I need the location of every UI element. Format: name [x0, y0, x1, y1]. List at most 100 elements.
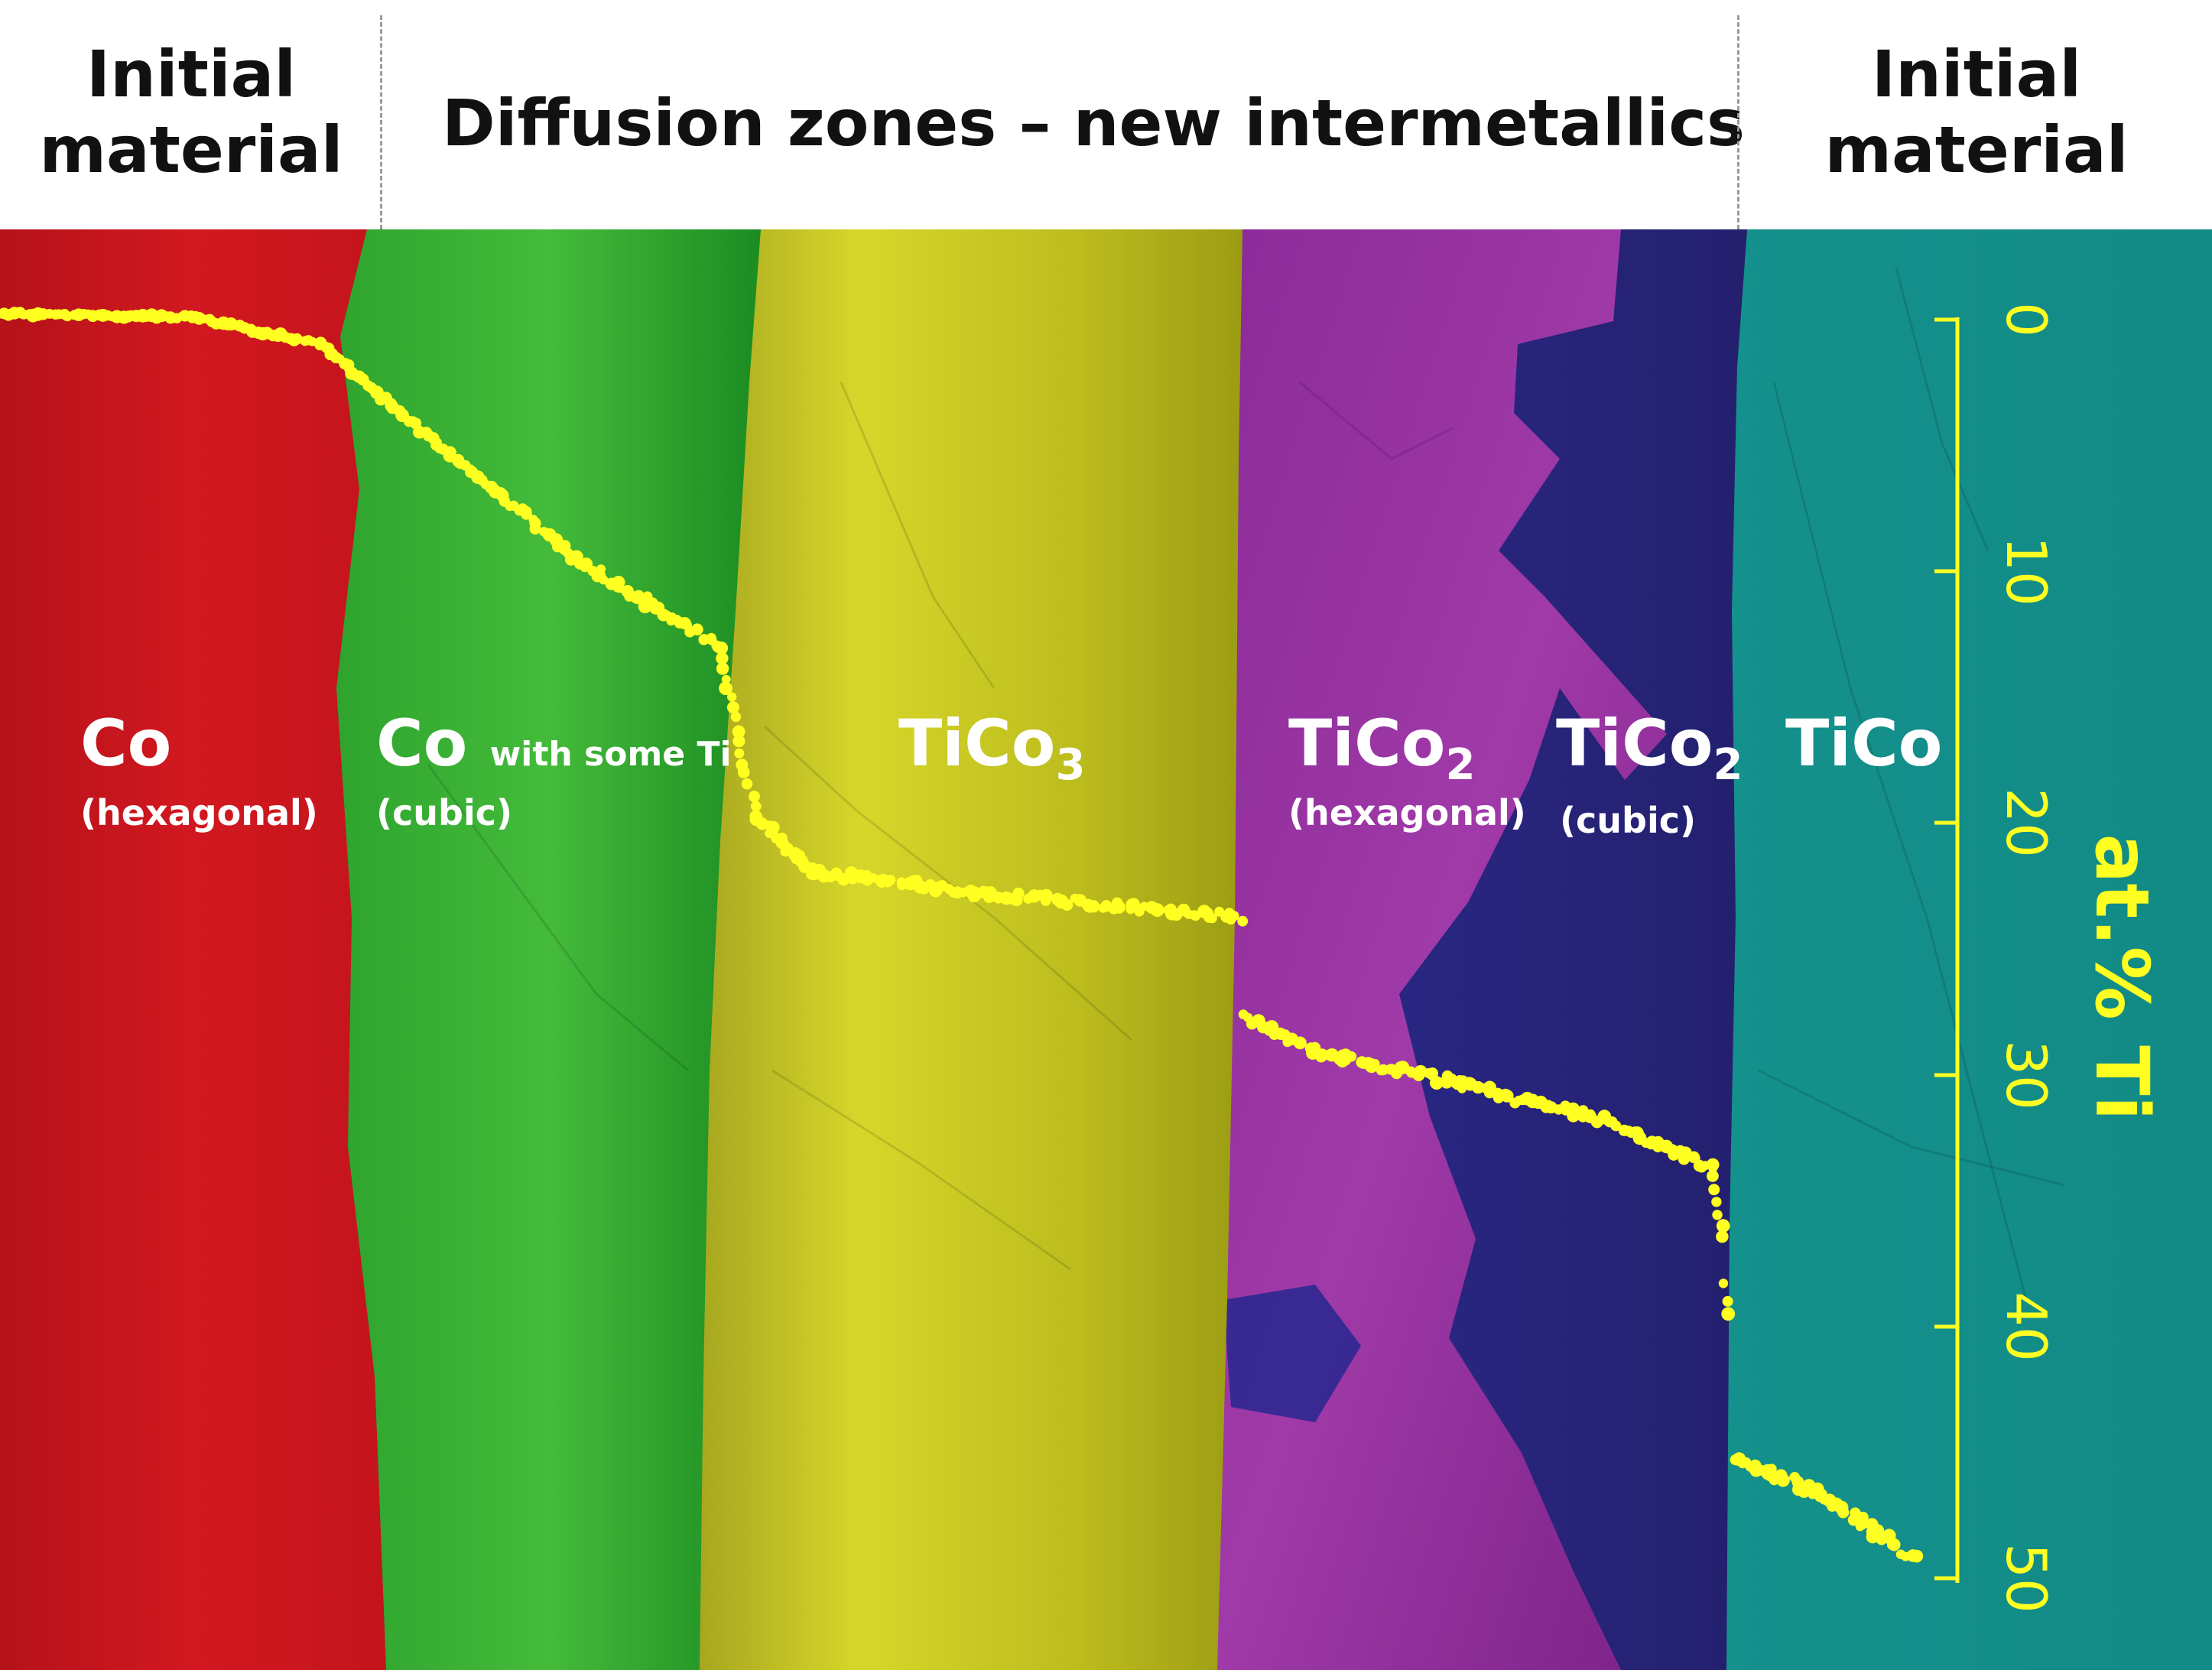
profile-point — [1716, 1219, 1730, 1233]
header: Initial material Diffusion zones – new i… — [0, 0, 2212, 229]
initial-material-right-label: Initial material — [1759, 37, 2194, 188]
axis-tick-label: 30 — [1994, 1040, 2058, 1110]
initial-left-line2: material — [39, 112, 343, 188]
region-co-hexagonal — [0, 229, 386, 1670]
profile-point — [780, 846, 791, 857]
profile-point — [719, 681, 732, 695]
phase-tico2-cubic-subscript: 2 — [1713, 739, 1743, 790]
profile-point — [1229, 911, 1239, 921]
phase-co-cubic-text: Co — [376, 706, 468, 781]
profile-point — [1716, 1230, 1729, 1243]
profile-point — [1888, 1538, 1901, 1551]
region-co-cubic — [336, 229, 761, 1670]
profile-point — [612, 581, 624, 593]
profile-point — [716, 662, 729, 675]
axis-title: at.% Ti — [2079, 833, 2165, 1121]
phase-tico2-hex-text: TiCo — [1288, 706, 1446, 781]
profile-point — [1749, 1464, 1763, 1477]
phase-co-hex-name: Co — [80, 706, 172, 781]
profile-point — [716, 651, 729, 665]
initial-right-line2: material — [1824, 112, 2129, 188]
initial-right-line1: Initial — [1871, 37, 2082, 112]
profile-point — [541, 528, 554, 540]
profile-point — [691, 623, 703, 635]
axis-tick-label: 50 — [1994, 1543, 2058, 1613]
profile-point — [1678, 1152, 1691, 1165]
profile-point — [1766, 1464, 1777, 1474]
profile-point — [727, 692, 737, 702]
profile-point — [1087, 900, 1100, 913]
profile-point — [1370, 1058, 1380, 1069]
profile-point — [1430, 1076, 1444, 1090]
phase-tico3-text: TiCo — [898, 706, 1056, 781]
header-divider-left — [380, 15, 382, 229]
phase-tico-name: TiCo — [1785, 706, 1943, 781]
phase-tico3-subscript: 3 — [1055, 739, 1086, 790]
profile-point — [1837, 1506, 1850, 1519]
profile-point — [443, 446, 456, 460]
profile-point — [737, 766, 750, 778]
profile-point — [967, 889, 981, 903]
profile-point — [1776, 1473, 1790, 1487]
profile-point — [1041, 895, 1051, 906]
profile-point — [1112, 901, 1125, 914]
profile-point — [1712, 1210, 1723, 1220]
profile-point — [1150, 903, 1164, 917]
phase-co-cubic-extra: with some Ti — [489, 735, 732, 774]
profile-point — [1324, 1048, 1337, 1061]
axis-tick-label: 10 — [1994, 536, 2058, 606]
profile-point — [1073, 894, 1083, 905]
region-tico3 — [696, 229, 1242, 1670]
profile-point — [749, 791, 760, 802]
profile-point — [529, 523, 541, 534]
phase-tico2-hex-note: (hexagonal) — [1288, 792, 1526, 833]
profile-point — [1517, 1094, 1528, 1106]
profile-point — [521, 508, 532, 520]
profile-point — [1721, 1307, 1736, 1321]
phase-tico2-cubic-text: TiCo — [1556, 706, 1713, 781]
profile-point — [1315, 1051, 1327, 1062]
axis-tick-label: 0 — [1994, 302, 2058, 337]
region-tico2-cubic-grain — [1223, 1285, 1361, 1422]
phase-co-hex-note: (hexagonal) — [80, 792, 318, 833]
diffusion-zones-label: Diffusion zones – new intermetallics — [441, 86, 1746, 161]
phase-tico2-hex-name: TiCo2 — [1288, 711, 1475, 787]
profile-point — [1027, 891, 1038, 902]
phase-tico2-cubic-note: (cubic) — [1560, 800, 1697, 841]
profile-point — [1910, 1549, 1924, 1563]
profile-point — [1819, 1494, 1830, 1505]
profile-point — [1012, 887, 1025, 900]
profile-point — [1708, 1184, 1720, 1196]
axis-tick-label: 40 — [1994, 1291, 2058, 1362]
profile-point — [1376, 1064, 1387, 1076]
profile-point — [1707, 1162, 1718, 1172]
profile-point — [1711, 1197, 1722, 1207]
phase-map-image — [0, 229, 2212, 1670]
profile-point — [706, 632, 716, 643]
initial-material-left-label: Initial material — [31, 37, 352, 188]
axis-tick-label: 20 — [1994, 788, 2058, 858]
phase-tico3-name: TiCo3 — [898, 711, 1085, 787]
profile-point — [1061, 898, 1074, 911]
profile-point — [1707, 1170, 1719, 1182]
grain-boundaries — [427, 267, 2065, 1301]
profile-point — [734, 748, 745, 759]
phase-co-cubic-name: Co with some Ti — [376, 711, 732, 775]
profile-point — [1718, 1278, 1729, 1288]
profile-point — [1500, 1090, 1514, 1103]
profile-point — [1207, 912, 1217, 924]
profile-point — [291, 333, 303, 345]
ti-profile-points — [0, 307, 1924, 1563]
phase-tico2-cubic-name: TiCo2 — [1556, 711, 1743, 787]
profile-point — [885, 875, 896, 885]
profile-point — [741, 778, 753, 790]
header-divider-right — [1737, 15, 1739, 229]
profile-point — [732, 725, 745, 739]
profile-point — [1610, 1120, 1622, 1132]
phase-tico2-hex-subscript: 2 — [1445, 739, 1476, 790]
profile-point — [630, 590, 645, 605]
profile-point — [1722, 1295, 1733, 1307]
phase-map: Co (hexagonal) Co with some Ti (cubic) T… — [0, 229, 2212, 1670]
profile-point — [1586, 1109, 1596, 1119]
profile-point — [1346, 1051, 1357, 1062]
